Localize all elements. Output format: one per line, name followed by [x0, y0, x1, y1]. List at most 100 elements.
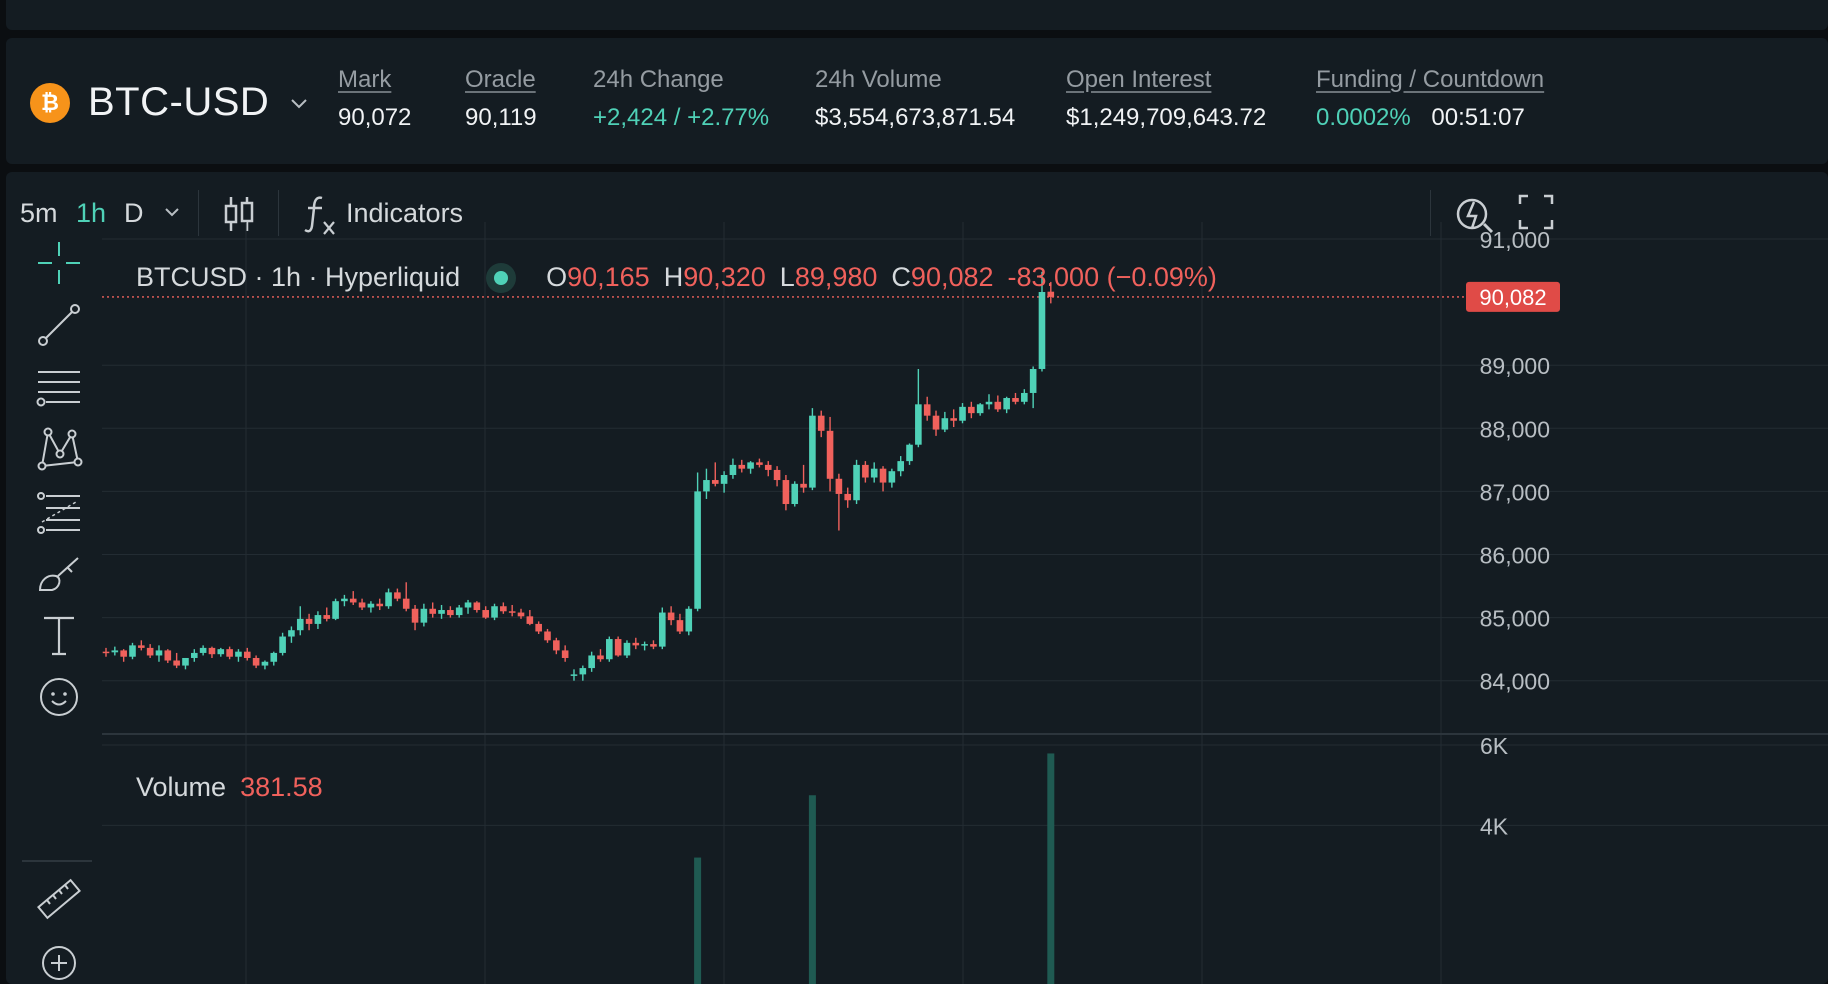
price-axis-label: 88,000: [1480, 416, 1550, 442]
candle-body: [535, 623, 542, 632]
candle-body: [994, 401, 1002, 410]
candle-body: [323, 615, 331, 619]
candle-body: [597, 655, 604, 660]
funding-rate: 0.0002%: [1316, 104, 1411, 131]
candle-body: [1012, 398, 1019, 402]
stat-open-interest-value: $1,249,709,643.72: [1066, 104, 1267, 131]
function-icon[interactable]: [302, 192, 338, 236]
candle-body: [650, 644, 657, 647]
stat-oracle-label[interactable]: Oracle: [465, 66, 536, 93]
candle-body: [817, 415, 825, 431]
fib-icon[interactable]: [32, 484, 86, 538]
high-label: H: [663, 262, 684, 292]
candle-body: [685, 608, 693, 632]
status-dot-icon: [486, 262, 517, 293]
candle-body: [614, 639, 622, 656]
chevron-down-icon[interactable]: [289, 93, 309, 113]
candle-body: [782, 480, 790, 505]
candle-body: [844, 493, 852, 501]
candle-type-icon[interactable]: [222, 194, 256, 234]
volume-label: Volume: [136, 772, 227, 802]
candle-body: [138, 645, 145, 648]
candle-body: [411, 608, 419, 623]
candle-body: [500, 606, 507, 612]
candle-body: [482, 610, 489, 618]
candle-body: [632, 642, 640, 646]
pair-name: BTC-USD: [88, 80, 270, 124]
open-label: O: [546, 262, 568, 292]
candle-body: [809, 415, 816, 488]
candle-body: [862, 464, 869, 478]
stat-oracle: Oracle 90,119: [465, 66, 537, 132]
candle-body: [950, 418, 957, 421]
price-chart[interactable]: 91,000 89,000 88,000 87,000 86,000 85,000 84,0…: [6, 172, 1828, 984]
candle-body: [676, 620, 684, 632]
brush-icon[interactable]: [32, 546, 86, 600]
horizontal-lines-icon[interactable]: [32, 360, 86, 414]
chart-panel: 5m 1h D Indicators: [6, 172, 1828, 984]
emoji-icon[interactable]: [32, 670, 86, 724]
candle-body: [394, 592, 401, 599]
interval-d[interactable]: D: [124, 198, 144, 228]
volume-bar: [694, 857, 702, 984]
candle-body: [835, 478, 843, 494]
candle-body: [738, 464, 746, 469]
candle-body: [606, 639, 613, 660]
candle-body: [164, 650, 172, 661]
stat-mark-label[interactable]: Mark: [338, 66, 392, 93]
candle-body: [764, 464, 772, 470]
candle-body: [694, 491, 701, 609]
candle-body: [985, 401, 993, 405]
volume-bar: [1047, 753, 1055, 984]
stat-24h-volume: 24h Volume $3,554,673,871.54: [815, 66, 1015, 132]
last-price-badge: [1466, 281, 1560, 312]
fullscreen-icon[interactable]: [1518, 194, 1554, 230]
crosshair-icon[interactable]: [32, 236, 86, 290]
candle-body: [199, 647, 207, 653]
candle-body: [1021, 392, 1028, 402]
candle-body: [464, 602, 472, 608]
low-value: 89,980: [794, 262, 878, 292]
symbol-label: BTCUSD · 1h · Hyperliquid: [136, 262, 461, 292]
stat-funding-label[interactable]: Funding / Countdown: [1316, 66, 1545, 93]
interval-5m[interactable]: 5m: [20, 198, 58, 228]
pattern-icon[interactable]: [32, 422, 86, 476]
candle-body: [623, 642, 631, 656]
change-value: -83.000 (−0.09%): [1007, 262, 1217, 292]
candle-body: [146, 647, 154, 656]
candle-body: [941, 418, 949, 430]
stat-open-interest-label[interactable]: Open Interest: [1066, 66, 1212, 93]
volume-axis-label: 6K: [1480, 733, 1509, 759]
trend-line-icon[interactable]: [32, 298, 86, 352]
stat-funding-values: 0.0002% 00:51:07: [1316, 104, 1544, 132]
zoom-in-icon[interactable]: [32, 936, 86, 984]
indicators-button[interactable]: Indicators: [346, 198, 464, 228]
ruler-icon[interactable]: [32, 872, 86, 926]
stat-24h-change-label: 24h Change: [593, 66, 724, 93]
candle-body: [870, 468, 878, 478]
candle-body: [208, 647, 216, 655]
interval-1h[interactable]: 1h: [76, 198, 107, 228]
candle-body: [235, 651, 242, 657]
candle-body: [349, 598, 357, 603]
candle-body: [279, 636, 286, 653]
interval-chevron-icon[interactable]: [162, 202, 182, 222]
close-label: C: [891, 262, 911, 292]
text-icon[interactable]: [32, 608, 86, 662]
toolbar-divider: [278, 190, 279, 236]
candle-body: [1029, 368, 1037, 393]
candle-body: [641, 644, 648, 646]
close-value: 90,082: [910, 262, 994, 292]
asset-selector[interactable]: ₿ BTC-USD: [30, 80, 309, 125]
candle-body: [959, 406, 966, 421]
candle-body: [553, 640, 560, 651]
stat-24h-change-value: +2,424 / +2.77%: [593, 104, 770, 131]
price-axis-label: 87,000: [1480, 479, 1550, 505]
candle-body: [544, 631, 551, 641]
high-value: 90,320: [683, 262, 766, 292]
stat-24h-change: 24h Change +2,424 / +2.77%: [593, 66, 769, 132]
candle-body: [879, 468, 887, 483]
quick-settings-icon[interactable]: [1454, 192, 1494, 234]
candle-body: [658, 612, 666, 647]
candle-body: [296, 618, 304, 631]
